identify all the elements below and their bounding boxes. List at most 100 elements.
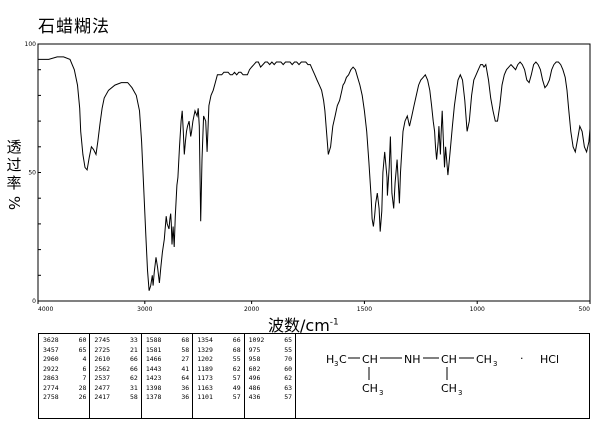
peak-table-row: 3457 65: [43, 346, 86, 356]
peak-wavenumber: 486: [248, 383, 261, 392]
peak-transmittance: 7: [82, 374, 87, 382]
peak-wavenumber: 1101: [197, 393, 213, 401]
peak-table-row: 2610 66: [94, 355, 137, 365]
peak-table-row: 1189 62: [197, 365, 240, 375]
peak-table-row: 1101 57: [197, 393, 240, 403]
peak-wavenumber: 1189: [197, 364, 213, 373]
peak-wavenumber: 1163: [197, 383, 213, 392]
peak-wavenumber: 2562: [94, 364, 111, 373]
peak-table-row: 2562 66: [94, 365, 137, 375]
peak-table: 3628 60 3457 65 2960 4 2922 6 2863 7 2774 28 2758 26 2…: [38, 333, 296, 419]
peak-transmittance: 66: [232, 336, 241, 344]
peak-wavenumber: 1443: [145, 364, 162, 373]
h3c-subscript: 3: [334, 360, 338, 368]
y-tick-label: 50: [28, 170, 36, 177]
x-tick-label: 1000: [470, 306, 485, 313]
x-tick-label: 500: [579, 306, 591, 313]
method-title: 石蜡糊法: [38, 17, 110, 37]
peak-transmittance: 49: [232, 383, 241, 392]
peak-wavenumber: 2745: [94, 336, 111, 344]
x-axis-label-text: 波数/cm: [268, 316, 330, 335]
peak-transmittance: 36: [181, 393, 190, 401]
peak-transmittance: 28: [78, 383, 87, 392]
peak-wavenumber: 1378: [145, 393, 162, 401]
peak-wavenumber: 1354: [197, 336, 213, 344]
peak-wavenumber: 1202: [197, 355, 213, 363]
ch3-bottom-right-main: CH: [441, 382, 457, 395]
peak-wavenumber: 3457: [43, 345, 59, 354]
peak-transmittance: 62: [232, 364, 241, 373]
peak-table-row: 2537 62: [94, 374, 137, 384]
peak-table-row: 1173 57: [197, 374, 240, 384]
peak-transmittance: 55: [232, 355, 241, 363]
ch3-bottom-right-sub: 3: [458, 389, 462, 397]
peak-table-row: 2477 31: [94, 384, 137, 394]
peak-table-column: 2745 33 2725 21 2610 66 2562 66 2537 62 2477 31 2417…: [90, 334, 142, 418]
peak-wavenumber: 2610: [94, 355, 111, 363]
h3c-c: C: [339, 353, 347, 366]
peak-wavenumber: 2922: [43, 364, 59, 373]
peak-transmittance: 60: [78, 336, 87, 344]
peak-table-row: 602 60: [249, 365, 292, 375]
peak-table-column: 3628 60 3457 65 2960 4 2922 6 2863 7 2774 28 2758 26: [39, 334, 91, 418]
peak-transmittance: 57: [232, 393, 241, 401]
peak-wavenumber: 1398: [145, 383, 162, 392]
h3c-h: H: [326, 353, 334, 366]
peak-wavenumber: 2477: [94, 383, 111, 392]
peak-transmittance: 66: [129, 355, 138, 363]
x-tick-label: 3000: [137, 306, 152, 313]
peak-table-row: 2863 7: [43, 374, 86, 384]
peak-table-column: 1092 65 975 55 958 70 602 60 496 62 486 63 436 57: [245, 334, 295, 418]
peak-table-row: 958 70: [249, 355, 292, 365]
peak-wavenumber: 2960: [43, 355, 59, 363]
peak-transmittance: 6: [82, 364, 87, 373]
ch3-bottom-left-sub: 3: [379, 389, 383, 397]
peak-table-row: 1588 68: [146, 336, 189, 346]
y-axis-label: 透 过 率 %: [4, 138, 24, 212]
x-tick-label: 1500: [357, 306, 372, 313]
y-axis-label-char-3: 率: [6, 174, 22, 192]
peak-wavenumber: 1173: [197, 374, 213, 382]
peak-wavenumber: 2758: [43, 393, 59, 401]
peak-table-row: 1378 36: [146, 393, 189, 403]
peak-transmittance: 41: [181, 364, 190, 373]
peak-wavenumber: 2725: [94, 345, 111, 354]
peak-wavenumber: 1423: [145, 374, 162, 382]
peak-transmittance: 63: [284, 383, 293, 392]
salt-dot: ·: [520, 352, 524, 365]
peak-table-row: 2725 21: [94, 346, 137, 356]
peak-table-row: 1398 36: [146, 384, 189, 394]
x-axis-label: 波数/cm-1: [268, 312, 339, 336]
peak-table-row: 2774 28: [43, 384, 86, 394]
peak-table-row: 2922 6: [43, 365, 86, 375]
peak-transmittance: 62: [284, 374, 293, 382]
peak-transmittance: 33: [129, 336, 138, 344]
peak-wavenumber: 1588: [145, 336, 162, 344]
peak-wavenumber: 496: [248, 374, 261, 382]
peak-table-row: 1329 68: [197, 346, 240, 356]
peak-transmittance: 57: [232, 374, 241, 382]
peak-wavenumber: 2537: [94, 374, 111, 382]
salt-hcl: HCl: [540, 353, 559, 366]
peak-table-row: 436 57: [249, 393, 292, 403]
peak-transmittance: 60: [284, 364, 293, 373]
peak-transmittance: 4: [82, 355, 87, 363]
x-axis-label-exponent: -1: [329, 317, 339, 328]
peak-table-row: 486 63: [249, 384, 292, 394]
peak-transmittance: 65: [284, 336, 293, 344]
ch3-right-main: CH: [476, 353, 492, 366]
peak-table-row: 1423 64: [146, 374, 189, 384]
peak-table-row: 1354 66: [197, 336, 240, 346]
peak-table-column: 1588 68 1581 58 1466 27 1443 41 1423 64 1398 36 1378…: [142, 334, 194, 418]
peak-wavenumber: 1466: [145, 355, 162, 363]
peak-transmittance: 36: [181, 383, 190, 392]
y-axis-label-char-2: 过: [6, 156, 22, 174]
peak-wavenumber: 975: [248, 345, 261, 354]
peak-wavenumber: 2417: [94, 393, 111, 401]
peak-wavenumber: 958: [248, 355, 261, 363]
peak-transmittance: 21: [129, 345, 138, 354]
peak-table-row: 1581 58: [146, 346, 189, 356]
peak-wavenumber: 436: [248, 393, 261, 401]
peak-wavenumber: 1092: [248, 336, 265, 344]
peak-transmittance: 62: [129, 374, 138, 382]
